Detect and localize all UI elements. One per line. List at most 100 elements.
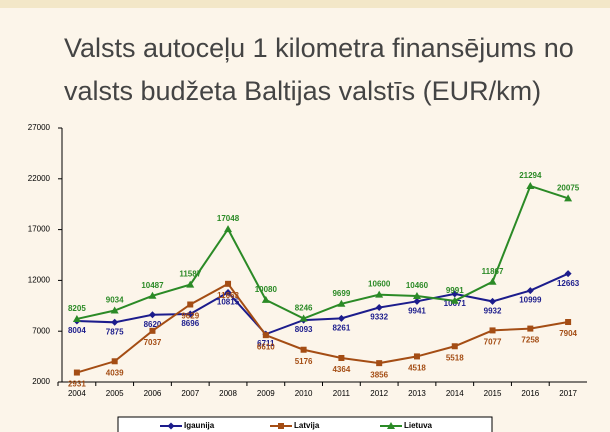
value-label: 4364 [332, 365, 350, 374]
chart-title-line2: valsts budžeta Baltijas valstīs (EUR/km) [64, 76, 541, 106]
marker [225, 280, 232, 287]
marker [167, 422, 175, 430]
value-label: 8620 [144, 320, 162, 329]
value-label: 4039 [106, 368, 124, 377]
value-label: 7077 [484, 338, 502, 347]
x-tick-label: 2008 [219, 389, 237, 398]
value-label: 9941 [408, 306, 426, 315]
marker [488, 277, 497, 285]
marker [72, 314, 81, 322]
x-tick-label: 2016 [521, 389, 539, 398]
marker [375, 290, 384, 298]
marker [278, 423, 284, 429]
legend-label: Igaunija [184, 421, 215, 430]
value-label: 9332 [370, 313, 388, 322]
marker [186, 310, 194, 318]
value-label: 7258 [521, 336, 539, 345]
x-tick-label: 2010 [295, 389, 313, 398]
value-label: 10487 [141, 281, 164, 290]
value-label: 12663 [557, 279, 580, 288]
x-tick-label: 2007 [181, 389, 199, 398]
x-tick-label: 2009 [257, 389, 275, 398]
marker [564, 194, 573, 202]
value-label: 10460 [406, 281, 429, 290]
y-tick-label: 22000 [28, 174, 51, 183]
value-label: 7037 [144, 338, 162, 347]
value-label: 8093 [295, 325, 313, 334]
x-tick-label: 2017 [559, 389, 577, 398]
marker [73, 369, 80, 376]
marker [111, 358, 118, 365]
value-label: 5518 [446, 353, 464, 362]
marker [451, 343, 458, 350]
marker [489, 327, 496, 334]
marker [300, 346, 307, 353]
value-label: 9932 [484, 307, 502, 316]
value-label: 9034 [106, 296, 124, 305]
value-label: 9699 [332, 289, 350, 298]
series-line [76, 272, 569, 336]
value-label: 8004 [68, 326, 86, 335]
marker [450, 296, 459, 304]
value-label: 11587 [179, 270, 201, 279]
marker [375, 304, 383, 312]
value-label: 10815 [217, 298, 240, 307]
value-label: 8246 [295, 304, 313, 313]
marker [387, 422, 395, 429]
marker [224, 288, 232, 296]
series-line [76, 282, 569, 374]
x-tick-label: 2004 [68, 389, 86, 398]
value-label: 11663 [217, 291, 239, 300]
y-tick-label: 17000 [28, 225, 51, 234]
value-label: 17048 [217, 214, 240, 223]
value-label: 11867 [482, 267, 504, 276]
value-label: 10080 [255, 285, 278, 294]
value-label: 9629 [181, 312, 199, 321]
marker [489, 297, 497, 305]
value-label: 4518 [408, 364, 426, 373]
x-tick-label: 2015 [484, 389, 502, 398]
series-line [76, 184, 569, 320]
marker [527, 325, 534, 332]
marker [111, 318, 119, 326]
legend-label: Lietuva [404, 421, 433, 430]
marker [451, 290, 459, 298]
value-label: 8205 [68, 304, 86, 313]
marker [412, 292, 421, 300]
value-label: 10600 [368, 280, 391, 289]
y-tick-label: 7000 [32, 326, 50, 335]
x-tick-label: 2014 [446, 389, 464, 398]
x-tick-label: 2012 [370, 389, 388, 398]
marker [413, 353, 420, 360]
marker [224, 225, 233, 233]
y-tick-label: 2000 [32, 377, 50, 386]
value-label: 6711 [257, 339, 275, 348]
marker [187, 301, 194, 308]
x-tick-label: 2013 [408, 389, 426, 398]
legend [117, 416, 493, 432]
value-label: 7904 [559, 329, 577, 338]
marker [186, 280, 195, 288]
value-label: 5176 [295, 357, 313, 366]
marker [338, 354, 345, 361]
marker [148, 311, 156, 319]
marker [262, 332, 269, 339]
marker [413, 297, 421, 305]
value-label: 21294 [519, 171, 542, 180]
value-label: 8696 [181, 319, 199, 328]
marker [148, 291, 157, 299]
value-label: 10999 [519, 296, 542, 305]
value-label: 3856 [370, 370, 388, 379]
top-band [0, 0, 610, 8]
value-label: 2931 [68, 380, 86, 389]
value-label: 7875 [106, 327, 124, 336]
chart-title: Valsts autoceļu 1 kilometra finansējums … [64, 33, 574, 63]
x-tick-label: 2006 [144, 389, 162, 398]
marker [526, 287, 534, 295]
marker [564, 270, 572, 278]
marker [299, 314, 308, 322]
marker [565, 319, 572, 326]
legend-label: Latvija [294, 421, 320, 430]
